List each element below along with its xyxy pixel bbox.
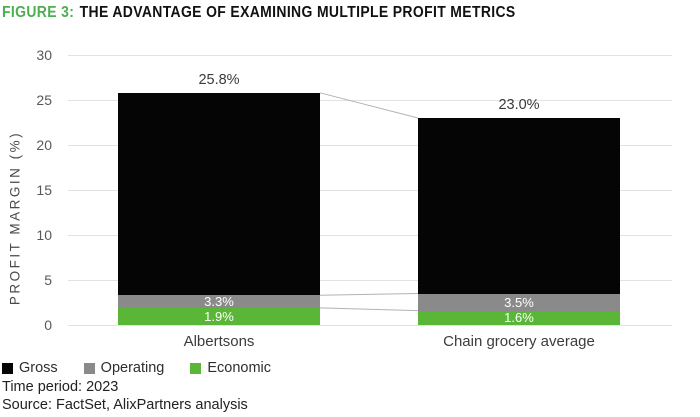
y-tick-label-25: 25 <box>36 92 52 108</box>
y-tick-label-10: 10 <box>36 227 52 243</box>
bar-albertsons-gross-segment <box>118 92 320 325</box>
y-tick-label-5: 5 <box>44 272 52 288</box>
bar-albertsons-economic-segment <box>118 307 320 325</box>
legend-label-gross: Gross <box>19 360 58 376</box>
gridline-0 <box>68 325 672 326</box>
y-tick-label-30: 30 <box>36 47 52 63</box>
value-label-chain-grocery-average-operating: 3.5% <box>504 294 534 310</box>
figure-number-label: FIGURE 3: <box>2 4 75 21</box>
figure-title-text: THE ADVANTAGE OF EXAMINING MULTIPLE PROF… <box>79 4 516 21</box>
bar-chain-grocery-average-economic-segment <box>418 310 620 325</box>
legend-item-economic: Economic <box>190 360 271 376</box>
connector-gross <box>319 92 419 119</box>
value-label-albertsons-economic: 1.9% <box>204 308 234 324</box>
category-label-chain-grocery-average: Chain grocery average <box>443 333 595 350</box>
connector-economic <box>319 307 419 312</box>
legend-label-operating: Operating <box>100 360 165 376</box>
time-period-note: Time period: 2023 <box>2 379 119 395</box>
y-tick-label-0: 0 <box>44 317 52 333</box>
value-label-albertsons-gross: 25.8% <box>198 71 240 88</box>
value-label-chain-grocery-average-economic: 1.6% <box>504 310 534 326</box>
legend-swatch-economic-icon <box>190 362 202 374</box>
legend-item-gross: Gross <box>2 360 58 376</box>
gridline-15 <box>68 190 672 191</box>
y-tick-label-15: 15 <box>36 182 52 198</box>
category-label-albertsons: Albertsons <box>183 333 255 350</box>
bar-chain-grocery-average-gross-segment <box>418 118 620 325</box>
chart-legend: Gross Operating Economic <box>2 360 271 376</box>
gridline-5 <box>68 280 672 281</box>
value-label-albertsons-operating: 3.3% <box>204 294 234 310</box>
legend-swatch-operating-icon <box>83 362 95 374</box>
gridline-30 <box>68 55 672 56</box>
gridline-20 <box>68 145 672 146</box>
source-note: Source: FactSet, AlixPartners analysis <box>2 397 248 413</box>
connector-operating <box>319 293 419 296</box>
legend-item-operating: Operating <box>83 360 165 376</box>
figure-title: FIGURE 3: THE ADVANTAGE OF EXAMINING MULT… <box>2 4 516 22</box>
legend-label-economic: Economic <box>207 360 272 376</box>
value-label-chain-grocery-average-gross: 23.0% <box>498 97 540 113</box>
y-tick-label-20: 20 <box>36 137 52 153</box>
gridline-10 <box>68 235 672 236</box>
legend-swatch-gross-icon <box>2 362 13 374</box>
